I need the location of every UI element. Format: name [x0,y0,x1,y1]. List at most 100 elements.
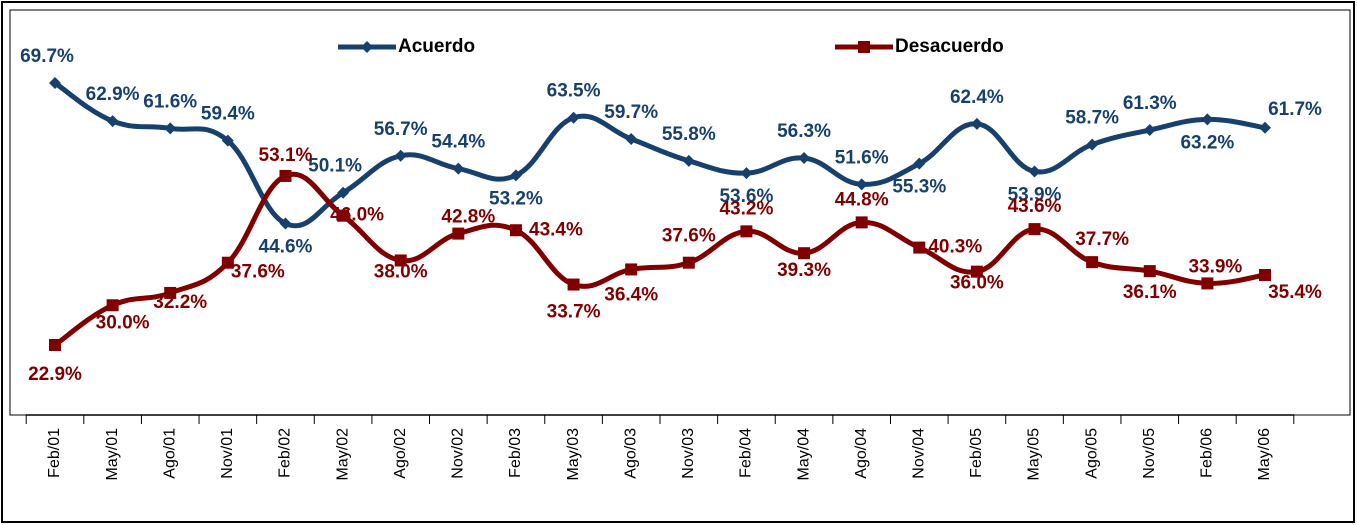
marker [221,256,234,269]
data-label: 56.7% [374,119,428,140]
x-tick-label: Nov/04 [911,428,928,479]
data-label: 69.7% [20,46,74,67]
data-label: 61.7% [1268,99,1322,120]
data-label: 55.8% [662,124,716,145]
marker [970,117,983,130]
marker [1201,277,1214,290]
marker [798,247,811,260]
data-label: 51.6% [835,147,889,168]
data-label: 37.7% [1075,229,1129,250]
x-tick-label: Nov/05 [1141,428,1158,479]
marker [509,169,522,182]
data-label: 36.0% [950,273,1004,294]
x-tick-label: May/02 [334,428,351,481]
marker [1259,269,1271,282]
marker [452,162,465,175]
marker [1028,223,1041,236]
data-label: 44.6% [259,237,313,258]
series-line [53,171,1266,348]
marker [49,339,61,351]
marker [855,216,868,229]
marker [164,286,177,299]
data-label: 62.9% [86,84,140,105]
marker [1028,165,1041,178]
data-label: 46.0% [330,205,384,226]
marker [1259,121,1271,134]
data-label: 53.1% [259,145,313,166]
data-label: 55.3% [892,177,946,198]
marker [855,178,868,191]
marker [452,227,465,240]
data-label: 53.6% [719,186,773,207]
data-label: 35.4% [1268,282,1322,303]
marker [509,224,522,237]
x-tick-label: May/01 [104,428,121,481]
data-label: 39.3% [777,260,831,281]
marker [1086,138,1099,151]
data-label: 53.9% [1008,184,1062,205]
data-label: 36.1% [1123,282,1177,303]
marker [682,154,695,167]
data-label: 53.2% [489,188,543,209]
marker [567,111,580,124]
data-label: 33.9% [1188,256,1242,277]
marker [106,299,119,312]
x-tick-label: Feb/03 [507,428,524,478]
x-tick-label: May/04 [795,428,812,481]
data-label: 43.4% [529,219,583,240]
x-tick-label: Ago/02 [392,428,409,479]
data-label: 63.2% [1180,132,1234,153]
marker [740,167,753,180]
marker [625,132,638,145]
legend-marker [361,41,373,53]
data-label: 62.4% [950,87,1004,108]
x-tick-label: Ago/04 [853,428,870,479]
data-label: 30.0% [96,312,150,333]
plot-frame [9,9,1351,416]
marker [106,115,119,128]
data-label: 61.6% [143,91,197,112]
marker [49,77,61,89]
x-tick-label: Feb/05 [968,428,985,478]
x-tick-label: Feb/02 [277,428,294,478]
data-label: 54.4% [431,132,485,153]
x-tick-label: Nov/01 [219,428,236,479]
data-label: 36.4% [604,284,658,305]
x-tick-label: Nov/03 [680,428,697,479]
data-label: 59.4% [201,104,255,125]
marker [221,134,234,147]
x-tick-label: May/06 [1256,428,1273,481]
x-tick-label: Nov/02 [450,428,467,479]
data-label: 44.8% [835,189,889,210]
marker [1086,256,1099,269]
legend-label: Desacuerdo [895,36,1004,57]
marker [1143,124,1156,137]
data-label: 22.9% [28,364,82,385]
data-label: 38.0% [374,261,428,282]
marker [567,278,580,291]
data-label: 43.6% [1008,196,1062,217]
x-tick-label: May/03 [565,428,582,481]
x-tick-label: Feb/06 [1199,428,1216,478]
data-label: 37.6% [231,262,285,283]
series-line [53,80,1266,229]
marker [394,254,407,267]
marker [970,265,983,278]
marker [798,152,811,165]
data-label: 33.7% [547,302,601,323]
legend-label: Acuerdo [398,36,475,57]
marker [682,256,695,269]
data-label: 42.8% [441,207,495,228]
marker [625,263,638,276]
x-tick-label: May/05 [1026,428,1043,481]
data-label: 43.2% [719,198,773,219]
marker [394,149,407,162]
data-label: 37.6% [662,226,716,247]
data-label: 61.3% [1123,93,1177,114]
marker [740,225,753,238]
marker [1143,265,1156,278]
marker [164,122,177,135]
data-label: 63.5% [547,81,601,102]
